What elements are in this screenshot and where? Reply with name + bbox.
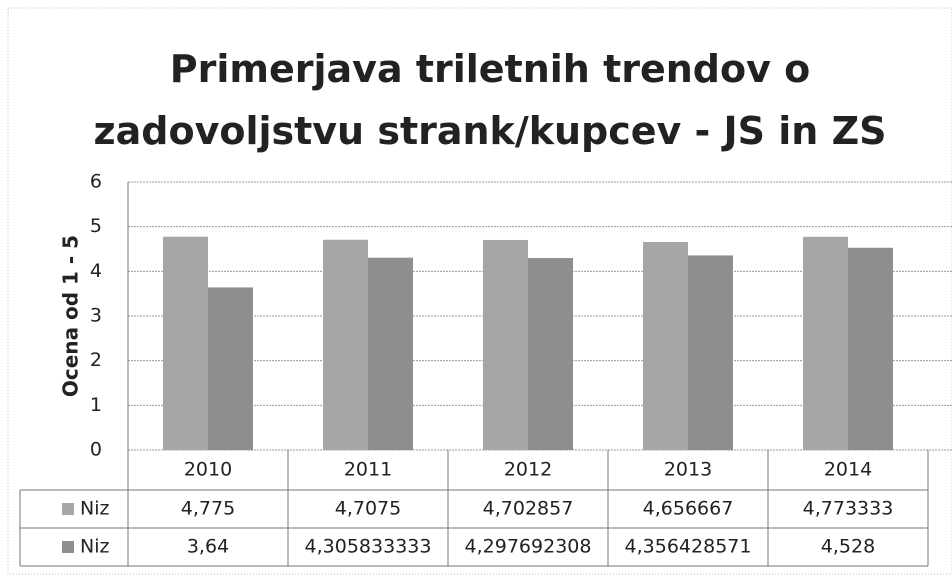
- table-cell: 4,775: [181, 498, 235, 520]
- table-cell: 3,64: [187, 536, 229, 558]
- chart-border: [7, 7, 952, 575]
- bar: [803, 236, 848, 450]
- y-axis-label: Ocena od 1 - 5: [59, 235, 83, 397]
- table-cell: 4,528: [821, 536, 875, 558]
- bar: [208, 287, 253, 450]
- table-cell: 4,356428571: [625, 536, 752, 558]
- table-cell: 4,305833333: [305, 536, 432, 558]
- x-tick-label: 2010: [184, 459, 232, 481]
- x-tick-label: 2013: [664, 459, 712, 481]
- y-tick-label: 4: [90, 260, 102, 282]
- table-cell: 4,773333: [803, 498, 894, 520]
- x-tick-label: 2012: [504, 459, 552, 481]
- bar: [688, 255, 733, 450]
- legend-swatch: [62, 541, 74, 553]
- table-cell: 4,702857: [483, 498, 574, 520]
- bar: [528, 258, 573, 450]
- table-cell: 4,656667: [643, 498, 734, 520]
- legend-swatch: [62, 503, 74, 515]
- x-tick-label: 2011: [344, 459, 392, 481]
- y-tick-label: 5: [90, 215, 102, 237]
- y-tick-label: 2: [90, 349, 102, 371]
- y-tick-label: 6: [90, 171, 102, 193]
- y-tick-label: 3: [90, 305, 102, 327]
- bar: [163, 236, 208, 450]
- y-tick-label: 0: [90, 439, 102, 461]
- bar: [483, 239, 528, 450]
- bar: [643, 242, 688, 450]
- legend-label: Niz: [80, 536, 109, 558]
- bar: [323, 239, 368, 450]
- bar: [848, 247, 893, 450]
- table-cell: 4,7075: [335, 498, 401, 520]
- x-tick-label: 2014: [824, 459, 872, 481]
- y-tick-label: 1: [90, 394, 102, 416]
- table-cell: 4,297692308: [465, 536, 592, 558]
- legend-label: Niz: [80, 498, 109, 520]
- bar: [368, 257, 413, 450]
- chart-title: Primerjava triletnih trendov o zadovoljs…: [93, 47, 887, 153]
